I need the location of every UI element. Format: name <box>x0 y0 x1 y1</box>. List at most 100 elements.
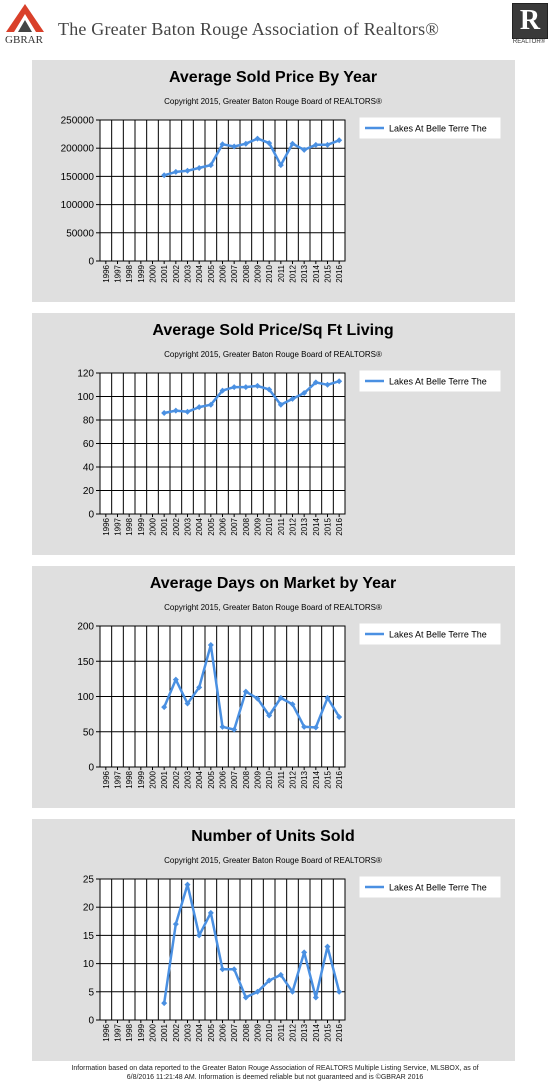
x-tick-label: 2012 <box>289 264 298 282</box>
x-tick-label: 2004 <box>195 264 204 282</box>
x-tick-label: 2013 <box>300 770 309 788</box>
plot-area <box>99 119 346 262</box>
chart-subtitle: Copyright 2015, Greater Baton Rouge Boar… <box>164 97 382 106</box>
chart-subtitle: Copyright 2015, Greater Baton Rouge Boar… <box>164 603 382 612</box>
data-point <box>184 167 191 174</box>
data-point <box>312 379 319 386</box>
data-point <box>277 694 284 701</box>
x-tick-label: 2012 <box>289 770 298 788</box>
data-point <box>231 384 238 391</box>
x-tick-label: 2015 <box>324 770 333 788</box>
x-tick-label: 2016 <box>335 770 344 788</box>
x-tick-label: 2003 <box>184 1023 193 1041</box>
x-tick-label: 2010 <box>265 1023 274 1041</box>
x-tick-label: 2011 <box>277 770 286 788</box>
x-tick-label: 2000 <box>149 1023 158 1041</box>
x-tick-label: 2002 <box>172 517 181 535</box>
chart-panel-units-sold: Number of Units Sold Copyright 2015, Grea… <box>32 819 515 1061</box>
chart-panel-days-on-market: Average Days on Market by Year Copyright … <box>32 566 515 808</box>
data-point <box>172 407 179 414</box>
data-point <box>301 146 308 153</box>
x-tick-label: 1999 <box>137 1023 146 1041</box>
realtor-logo-letter: R <box>519 5 541 36</box>
data-point <box>289 140 296 147</box>
x-tick-label: 2013 <box>300 517 309 535</box>
x-tick-label: 2015 <box>324 517 333 535</box>
x-tick-label: 2006 <box>219 770 228 788</box>
x-tick-label: 1996 <box>102 517 111 535</box>
y-tick-label: 100000 <box>61 200 95 211</box>
x-tick-label: 2012 <box>289 517 298 535</box>
x-tick-label: 2004 <box>195 517 204 535</box>
x-tick-label: 2000 <box>149 770 158 788</box>
y-tick-label: 100 <box>77 392 94 403</box>
data-point <box>254 988 261 995</box>
x-tick-label: 1997 <box>114 517 123 535</box>
chart-panel-avg-sold-price: Average Sold Price By Year Copyright 2015… <box>32 60 515 302</box>
data-point <box>277 162 284 169</box>
x-tick-label: 1997 <box>114 770 123 788</box>
x-tick-label: 2011 <box>277 1023 286 1041</box>
x-tick-label: 2007 <box>230 517 239 535</box>
x-tick-label: 2004 <box>195 770 204 788</box>
y-tick-label: 250000 <box>61 116 95 127</box>
x-tick-label: 2014 <box>312 1023 321 1041</box>
data-point <box>336 988 343 995</box>
x-tick-label: 2004 <box>195 1023 204 1041</box>
series-line <box>163 643 341 731</box>
data-point <box>172 676 179 683</box>
x-tick-label: 2003 <box>184 517 193 535</box>
chart-title: Average Days on Market by Year <box>150 575 396 592</box>
y-tick-label: 0 <box>88 257 94 268</box>
legend-box <box>359 370 501 392</box>
realtor-logo-icon: R <box>512 3 548 39</box>
data-point <box>301 723 308 730</box>
x-tick-label: 2003 <box>184 770 193 788</box>
y-tick-label: 150 <box>77 657 94 668</box>
x-tick-label: 2010 <box>265 770 274 788</box>
data-point <box>242 688 249 695</box>
x-tick-label: 2016 <box>335 1023 344 1041</box>
data-point <box>219 141 226 148</box>
data-point <box>324 381 331 388</box>
data-point <box>219 387 226 394</box>
chart-avg-sold-price: Average Sold Price By Year Copyright 2015… <box>61 69 501 283</box>
data-point <box>266 977 273 984</box>
x-tick-label: 2006 <box>219 1023 228 1041</box>
x-tick-label: 2005 <box>207 1023 216 1041</box>
y-tick-label: 25 <box>83 875 95 886</box>
legend-box <box>359 623 501 645</box>
x-tick-label: 2014 <box>312 264 321 282</box>
data-point <box>336 713 343 720</box>
x-tick-label: 2007 <box>230 264 239 282</box>
y-tick-label: 15 <box>83 931 95 942</box>
data-point <box>242 384 249 391</box>
data-point <box>254 695 261 702</box>
y-tick-label: 0 <box>88 763 94 774</box>
data-point <box>207 642 214 649</box>
association-title: The Greater Baton Rouge Association of R… <box>58 19 440 39</box>
y-tick-label: 120 <box>77 369 94 380</box>
data-point <box>161 172 168 179</box>
x-tick-label: 1999 <box>137 517 146 535</box>
data-point <box>254 382 261 389</box>
chart-title: Number of Units Sold <box>191 828 355 845</box>
x-tick-label: 2008 <box>242 264 251 282</box>
data-point <box>184 881 191 888</box>
y-tick-label: 40 <box>83 463 95 474</box>
data-point <box>254 135 261 142</box>
x-tick-label: 2008 <box>242 517 251 535</box>
y-tick-label: 150000 <box>61 172 95 183</box>
x-tick-label: 1999 <box>137 264 146 282</box>
x-tick-label: 1996 <box>102 1023 111 1041</box>
data-point <box>312 994 319 1001</box>
legend-box <box>359 876 501 898</box>
series-line <box>162 883 341 1004</box>
x-tick-label: 1996 <box>102 264 111 282</box>
y-tick-label: 200 <box>77 622 94 633</box>
data-point <box>184 700 191 707</box>
x-tick-label: 2000 <box>149 517 158 535</box>
x-tick-label: 1999 <box>137 770 146 788</box>
x-tick-label: 2014 <box>312 770 321 788</box>
x-tick-label: 2011 <box>277 517 286 535</box>
